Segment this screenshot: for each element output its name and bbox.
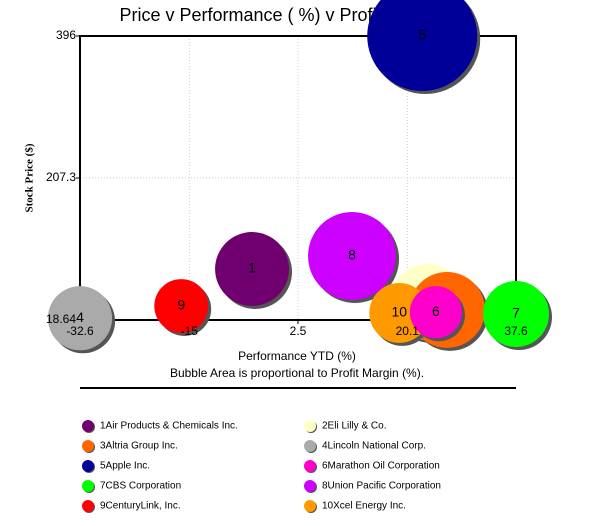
y-tick-label: 207.3: [46, 170, 76, 184]
bubble-label: 10: [391, 304, 407, 320]
x-tick-label: 20.1: [396, 324, 420, 338]
legend-label: 2Eli Lilly & Co.: [322, 421, 386, 432]
bubble: [409, 286, 462, 339]
legend-label: 6Marathon Oil Corporation: [322, 461, 440, 472]
y-tick-label: 18.64: [46, 312, 76, 326]
bubble-label: 4: [76, 309, 84, 325]
legend-label: 1Air Products & Chemicals Inc.: [100, 421, 238, 432]
legend-label: 8Union Pacific Corporation: [322, 481, 441, 492]
plot-frame: [79, 35, 517, 321]
x-tick-label: 2.5: [290, 324, 307, 338]
bubble-label: 9: [177, 297, 185, 313]
legend-swatch: [82, 440, 94, 452]
legend-swatch: [82, 480, 94, 492]
legend-swatch: [304, 440, 316, 452]
y-axis-label: Stock Price ($): [24, 143, 36, 212]
legend-label: 3Altria Group Inc.: [100, 441, 178, 452]
bubble: [154, 279, 209, 333]
bubble-label: 8: [348, 247, 356, 263]
bubble: [215, 232, 290, 306]
bubble: [47, 286, 113, 351]
bubble-label: 1: [248, 260, 256, 276]
legend-swatch: [304, 480, 316, 492]
legend-swatch: [82, 420, 94, 432]
x-tick-label: -15: [181, 324, 199, 338]
legend-label: 4Lincoln National Corp.: [322, 441, 426, 452]
bubble-label: 5: [418, 27, 426, 43]
bubble: [483, 281, 549, 348]
legend-label: 10Xcel Energy Inc.: [322, 501, 406, 512]
x-axis-label: Performance YTD (%): [238, 349, 356, 363]
x-tick-label: -32.6: [66, 324, 94, 338]
x-tick-label: 37.6: [504, 324, 528, 338]
legend-label: 5Apple Inc.: [100, 461, 150, 472]
y-tick-label: 396: [56, 28, 76, 42]
legend-swatch: [304, 460, 316, 472]
bubble: [308, 211, 397, 300]
bubble-label: 7: [512, 305, 520, 321]
legend-swatch: [82, 500, 94, 512]
legend-swatch: [304, 500, 316, 512]
bubble-label: 6: [432, 303, 440, 319]
legend-label: 7CBS Corporation: [100, 481, 181, 492]
legend-swatch: [82, 460, 94, 472]
legend-swatch: [304, 420, 316, 432]
note: Bubble Area is proportional to Profit Ma…: [170, 366, 424, 380]
legend-label: 9CenturyLink, Inc.: [100, 501, 181, 512]
bubble: [367, 0, 478, 91]
